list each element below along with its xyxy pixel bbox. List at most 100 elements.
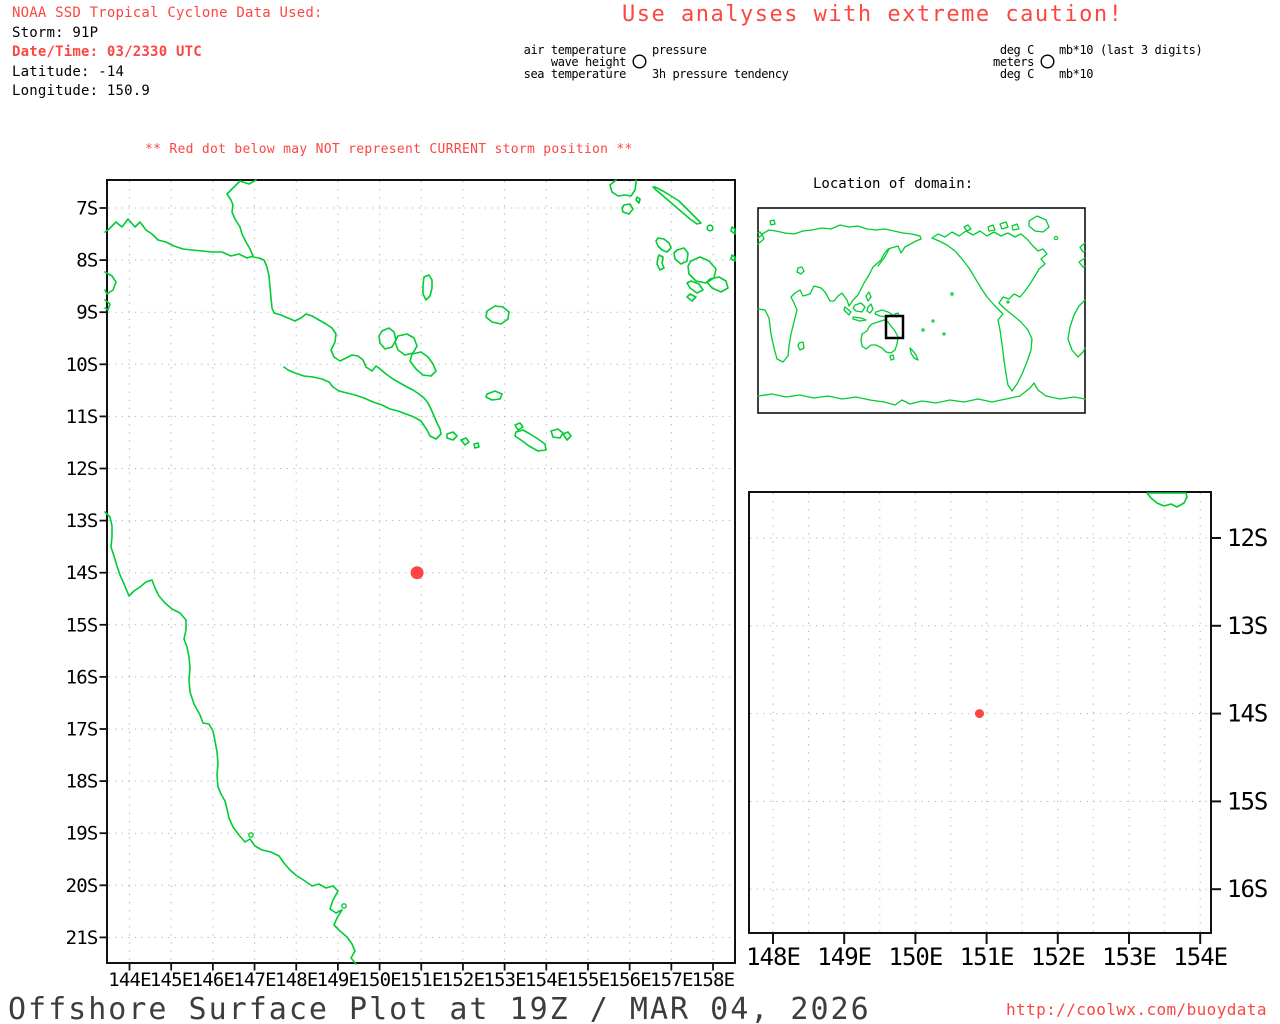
zoom-map-gridlines [750, 493, 1210, 932]
coastline-png-north [104, 179, 257, 259]
zoom-y-tick-label: 15S [1227, 787, 1267, 815]
storm-dot-zoom [974, 709, 984, 719]
coastline-tagula-island [514, 429, 547, 452]
world-greenland [1028, 215, 1050, 233]
coastline-edge-fragment-1 [730, 226, 736, 235]
legend-sea-temperature-label: sea temperature [523, 67, 627, 81]
coastline-bougainville-islet [621, 196, 641, 215]
legend-mb10b-label: mb*10 [1059, 67, 1094, 81]
main-x-tick-label: 148E [275, 969, 318, 991]
world-japan [877, 248, 890, 267]
coastline-fly-delta-2 [104, 299, 111, 311]
coastline-tagula-islet [514, 422, 524, 431]
inset-border [757, 207, 1086, 414]
main-y-tick-label: 19S [66, 823, 98, 845]
main-y-tick-label: 12S [66, 458, 98, 480]
storm-position-dot [410, 566, 424, 580]
main-x-tick-label: 146E [192, 969, 235, 991]
world-antarctica [757, 382, 1086, 406]
coastline-png-peninsula [252, 256, 442, 440]
legend-degc-sea-label: deg C [999, 67, 1035, 81]
main-y-tick-label: 11S [66, 406, 98, 428]
coastline-edge-fragment-2 [730, 254, 736, 262]
main-x-tick-label: 153E [483, 969, 526, 991]
world-arctic-islands [769, 219, 1020, 232]
coastline-kiriwina-island [422, 274, 433, 301]
storm-id-line: Storm: 91P [12, 24, 99, 41]
main-y-tick-label: 18S [66, 771, 98, 793]
legend-air-temperature-label: air temperature [523, 43, 627, 57]
world-fiji [921, 328, 925, 332]
world-new-zealand [909, 347, 919, 361]
main-y-tick-label: 21S [66, 927, 98, 949]
zoom-map-axes: 148E 149E 150E 151E 152E 153E 154E 12S 13S 14S 15S… [746, 524, 1268, 971]
zoom-y-tick-label: 14S [1227, 700, 1267, 728]
zoom-x-tick-label: 152E [1031, 943, 1085, 971]
world-madagascar [797, 341, 805, 351]
zoom-x-tick-label: 149E [817, 943, 871, 971]
main-x-tick-label: 147E [233, 969, 276, 991]
world-eurasia-africa [757, 224, 922, 363]
inset-world-map [757, 207, 1086, 414]
main-x-tick-label: 158E [692, 969, 735, 991]
main-x-tick-label: 150E [358, 969, 401, 991]
main-y-tick-label: 16S [66, 666, 98, 688]
world-caspian [796, 266, 805, 275]
coastline-zoom-tagula [1146, 492, 1188, 508]
main-x-tick-label: 151E [400, 969, 443, 991]
zoom-x-tick-label: 153E [1102, 943, 1156, 971]
coastline-woodlark-island [485, 305, 510, 325]
main-x-tick-label: 155E [567, 969, 610, 991]
station-circle-icon [632, 54, 647, 69]
zoom-x-tick-label: 154E [1173, 943, 1227, 971]
coastlines-main [104, 179, 736, 965]
inset-map-title: Location of domain: [813, 176, 974, 192]
zoom-x-tick-label: 148E [746, 943, 800, 971]
legend-degc-air-label: deg C [999, 43, 1035, 57]
coastlines-world [757, 215, 1086, 406]
footer-url-link[interactable]: http://coolwx.com/buoydata [1006, 1000, 1267, 1019]
world-tasmania [889, 354, 895, 361]
main-x-tick-label: 157E [650, 969, 693, 991]
main-x-tick-label: 154E [525, 969, 568, 991]
domain-box [884, 314, 905, 340]
legend-pressure-tendency-label: 3h pressure tendency [652, 67, 789, 81]
coastline-queensland [104, 511, 357, 965]
coastline-rossel-island [550, 428, 564, 439]
storm-position-dot-zoom [974, 709, 984, 719]
zoom-y-tick-label: 12S [1227, 524, 1267, 552]
world-island-dot-2 [942, 332, 946, 336]
storm-dot-main [410, 566, 424, 580]
main-x-tick-label: 152E [442, 969, 485, 991]
legend-pressure-label: pressure [652, 43, 707, 57]
main-x-tick-label: 149E [317, 969, 360, 991]
main-map: 144E 145E 146E 147E 148E 149E 150E 151E 152E 153E… [66, 179, 736, 992]
world-uk [757, 231, 763, 239]
coastline-goodenough-island [378, 327, 397, 350]
storm-info-block: NOAA SSD Tropical Cyclone Data Used: Sto… [12, 4, 323, 102]
main-y-tick-label: 20S [66, 875, 98, 897]
main-x-tick-label: 145E [150, 969, 193, 991]
zoom-y-tick-label: 16S [1227, 875, 1267, 903]
main-y-tick-label: 7S [76, 198, 98, 220]
zoom-map-border [748, 491, 1212, 934]
coastline-fly-delta [104, 271, 117, 295]
coastline-misima-island [485, 390, 503, 401]
coastline-new-georgia [687, 256, 717, 284]
world-australia [860, 319, 899, 354]
coastline-offshore-islet [248, 832, 254, 838]
world-caribbean-dot [1006, 300, 1010, 304]
world-hawaii [950, 292, 954, 296]
storm-position-warning: ** Red dot below may NOT represent CURRE… [145, 142, 633, 157]
world-north-america [931, 230, 1048, 392]
world-indonesia [843, 291, 874, 322]
main-map-axes: 144E 145E 146E 147E 148E 149E 150E 151E 152E 153E… [66, 198, 736, 992]
data-source-line: NOAA SSD Tropical Cyclone Data Used: [12, 5, 323, 21]
world-west-africa [1067, 299, 1086, 358]
coastline-samarai-islets [446, 431, 480, 449]
main-y-tick-label: 14S [66, 562, 98, 584]
caution-title: Use analyses with extreme caution! [622, 2, 1124, 27]
main-y-tick-label: 9S [76, 302, 98, 324]
